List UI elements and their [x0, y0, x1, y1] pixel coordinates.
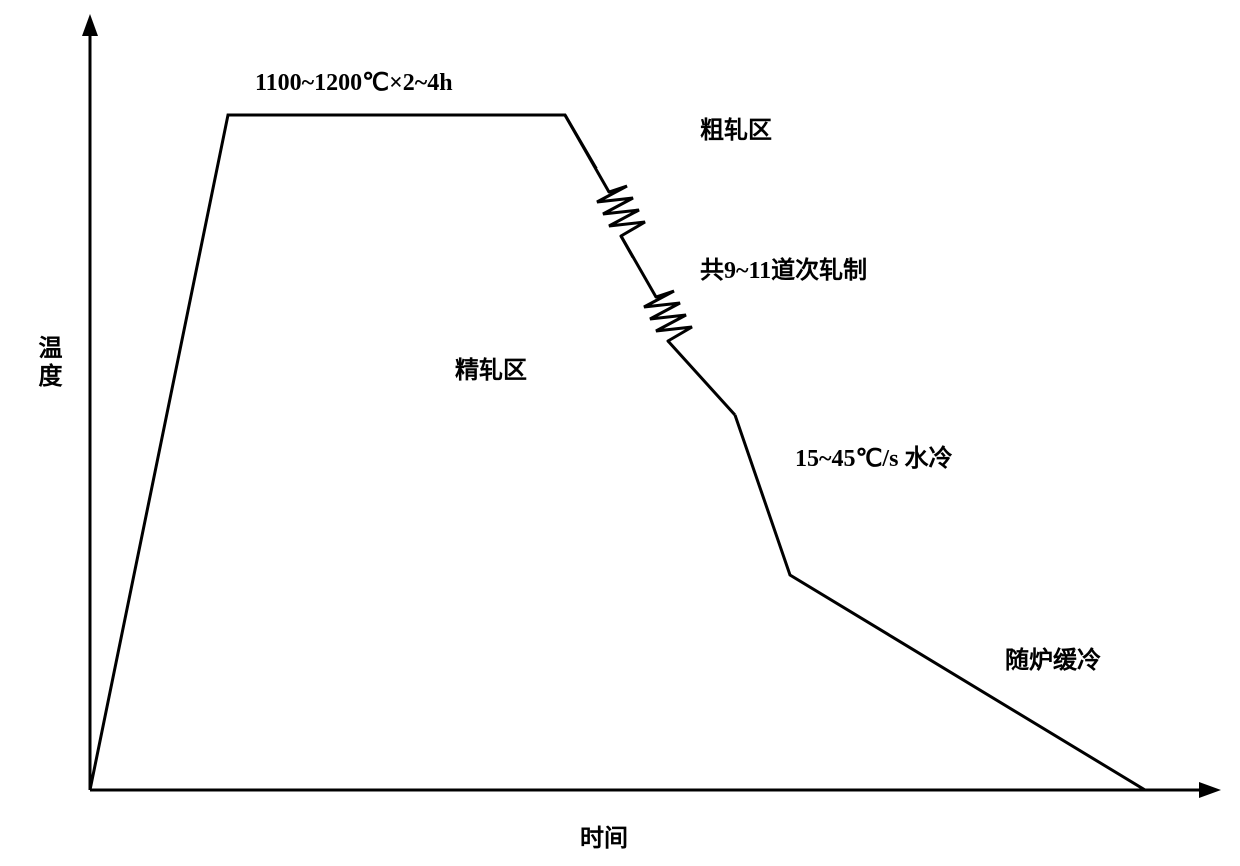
chart-svg: [0, 0, 1240, 861]
water-cooling-label: 15~45℃/s 水冷: [795, 438, 952, 473]
x-axis-arrow: [1199, 782, 1221, 798]
y-axis-label: 温度: [30, 335, 65, 391]
rough-rolling-zone-label: 粗轧区: [700, 110, 772, 145]
process-diagram: 温度 时间 1100~1200℃×2~4h 粗轧区 共9~11道次轧制 精轧区 …: [0, 0, 1240, 861]
curve-segment-1: [90, 115, 600, 790]
furnace-cooling-label: 随炉缓冷: [1005, 640, 1101, 675]
y-axis-arrow: [82, 14, 98, 36]
rolling-passes-label: 共9~11道次轧制: [700, 250, 867, 285]
x-axis-label: 时间: [580, 818, 628, 853]
finish-rolling-zone-label: 精轧区: [455, 350, 527, 385]
hold-temperature-label: 1100~1200℃×2~4h: [255, 68, 453, 97]
